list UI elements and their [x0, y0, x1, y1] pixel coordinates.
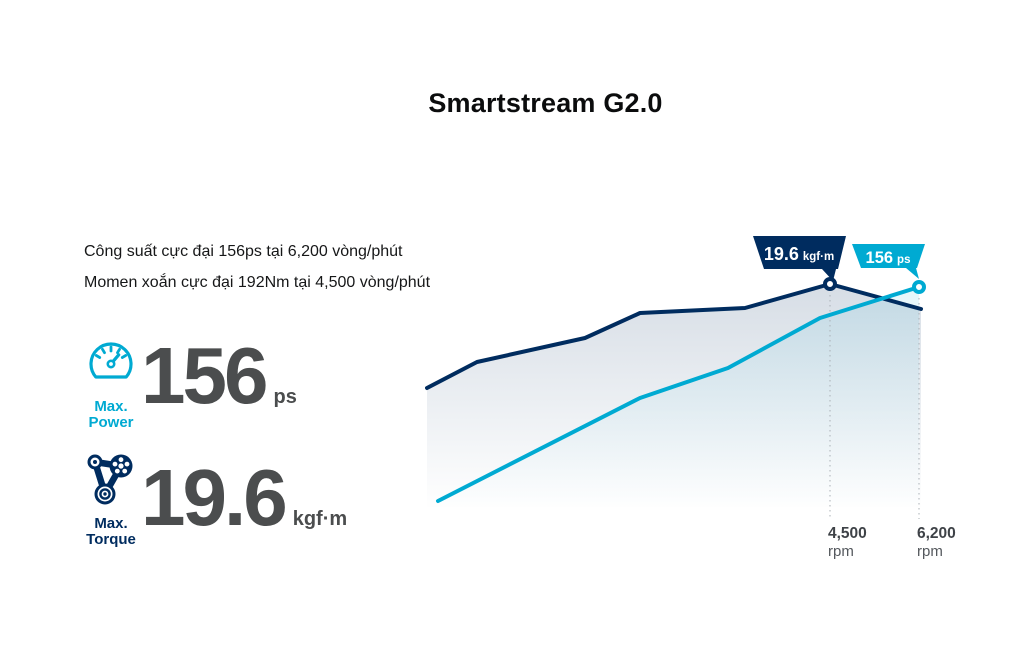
power-area	[438, 287, 919, 530]
max-torque-label: Max. Torque	[86, 515, 136, 548]
power-callout-badge	[852, 244, 925, 279]
timing-belt-icon	[84, 454, 138, 512]
description: Công suất cực đại 156ps tại 6,200 vòng/p…	[84, 236, 430, 298]
power-peak-marker	[912, 280, 926, 294]
rpm-tick-value: 4,500	[828, 525, 867, 542]
power-number: 156	[141, 331, 268, 420]
rpm-tick-unit: rpm	[917, 543, 943, 560]
torque-peak-marker	[823, 277, 837, 291]
rpm-tick-value: 6,200	[917, 525, 956, 542]
torque-callout-badge	[753, 236, 846, 281]
speedometer-icon	[84, 342, 138, 395]
torque-unit: kgf·m	[292, 508, 348, 530]
torque-number: 19.6	[141, 453, 288, 542]
description-line-1: Công suất cực đại 156ps tại 6,200 vòng/p…	[84, 243, 403, 260]
rpm-tick-unit: rpm	[828, 543, 854, 560]
power-unit: ps	[273, 386, 297, 408]
torque-callout-badge-label: 19.6 kgf·m	[764, 244, 834, 264]
page-title: Smartstream G2.0	[428, 88, 663, 118]
max-power-label: Max. Power	[88, 398, 134, 431]
power-line	[436, 285, 921, 503]
max-torque-value: 19.6 kgf·m	[141, 458, 347, 538]
max-torque-spec: Max. Torque	[80, 452, 142, 548]
description-line-2: Momen xoắn cực đại 192Nm tại 4,500 vòng/…	[84, 274, 431, 291]
power-callout-badge-label: 156 ps	[866, 249, 911, 267]
max-power-value: 156 ps	[141, 336, 297, 416]
max-power-spec: Max. Power	[80, 341, 142, 431]
